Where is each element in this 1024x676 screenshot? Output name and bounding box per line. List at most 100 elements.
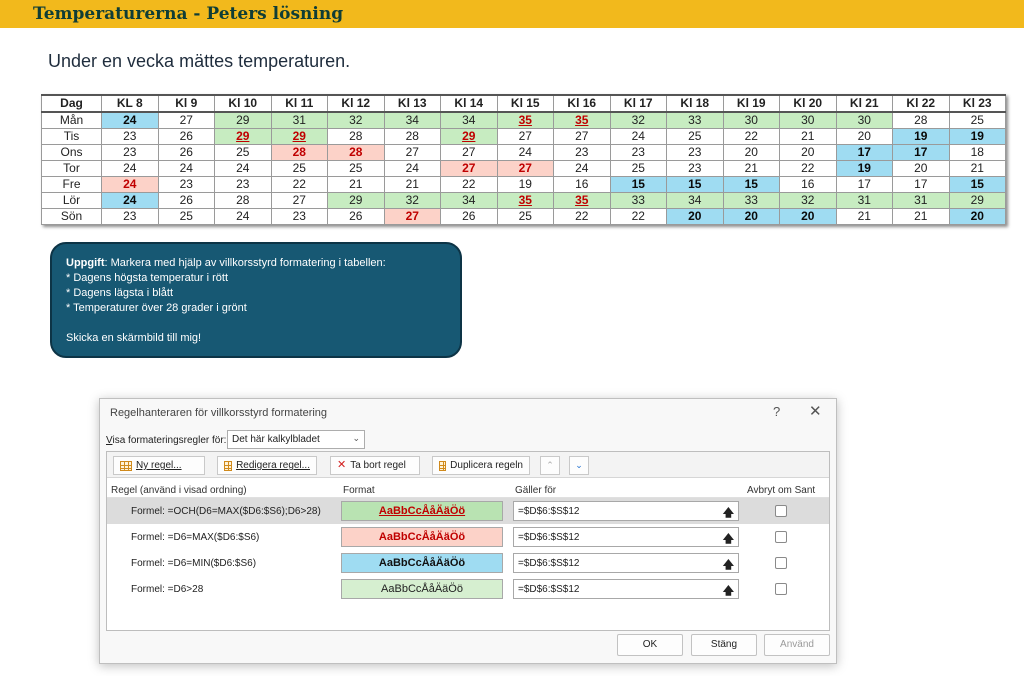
temperature-cell: 25 bbox=[948, 111, 1006, 129]
temperature-cell: 28 bbox=[327, 128, 385, 145]
temperature-cell: 21 bbox=[383, 176, 441, 193]
chevron-down-icon: ⌄ bbox=[352, 433, 360, 443]
temperature-cell: 17 bbox=[835, 144, 893, 161]
temperature-cell: 22 bbox=[722, 128, 780, 145]
temperature-cell: 23 bbox=[214, 176, 272, 193]
page-subtitle: Under en vecka mättes temperaturen. bbox=[48, 51, 351, 71]
temperature-cell: 28 bbox=[270, 144, 328, 161]
column-header-hour: Kl 11 bbox=[270, 94, 328, 113]
column-header-hour: Kl 10 bbox=[214, 94, 272, 113]
temperature-cell: 21 bbox=[779, 128, 837, 145]
temperature-cell: 26 bbox=[157, 144, 215, 161]
move-up-button[interactable]: ⌃ bbox=[540, 456, 560, 475]
temperature-cell: 25 bbox=[157, 208, 215, 225]
temperature-cell: 17 bbox=[892, 144, 950, 161]
temperature-cell: 34 bbox=[440, 111, 498, 129]
temperature-cell: 16 bbox=[779, 176, 837, 193]
column-header-hour: Kl 22 bbox=[892, 94, 950, 113]
temperature-cell: 27 bbox=[496, 160, 554, 177]
delete-x-icon: ✕ bbox=[337, 459, 347, 471]
day-cell: Sön bbox=[41, 208, 102, 225]
applies-to-field[interactable]: =$D$6:$S$12 🡅 bbox=[513, 579, 739, 599]
new-rule-button[interactable]: Ny regel... bbox=[113, 456, 205, 475]
temperature-cell: 29 bbox=[214, 111, 272, 129]
table-row: Fre 24 23 23 22 21 21 22 19 16 15 15 15 16 17 17 15 bbox=[41, 176, 1006, 193]
applies-to-field[interactable]: =$D$6:$S$12 🡅 bbox=[513, 553, 739, 573]
edit-rule-label: Redigera regel... bbox=[236, 460, 310, 471]
stop-if-true-checkbox[interactable] bbox=[775, 505, 787, 517]
column-stop-if-true: Avbryt om Sant bbox=[747, 485, 816, 496]
temperature-cell: 24 bbox=[101, 192, 159, 209]
collapse-range-icon[interactable]: 🡅 bbox=[722, 533, 734, 545]
delete-rule-button[interactable]: ✕ Ta bort regel bbox=[330, 456, 420, 475]
temperature-cell: 35 bbox=[553, 192, 611, 209]
temperature-cell: 15 bbox=[722, 176, 780, 193]
applies-to-field[interactable]: =$D$6:$S$12 🡅 bbox=[513, 501, 739, 521]
temperature-cell: 23 bbox=[666, 144, 724, 161]
day-cell: Tis bbox=[41, 128, 102, 145]
temperature-cell: 27 bbox=[440, 160, 498, 177]
collapse-range-icon[interactable]: 🡅 bbox=[722, 559, 734, 571]
temperature-cell: 20 bbox=[835, 128, 893, 145]
task-line: * Temperaturer över 28 grader i grönt bbox=[66, 302, 247, 314]
rule-name: Formel: =OCH(D6=MAX($D6:$S6);D6>28) bbox=[131, 506, 321, 517]
temperature-cell: 19 bbox=[892, 128, 950, 145]
rule-row[interactable]: Formel: =D6=MAX($D6:$S6) AaBbCcÅåÄäÖö =$… bbox=[107, 524, 829, 550]
stop-if-true-checkbox[interactable] bbox=[775, 557, 787, 569]
column-header-hour: Kl 23 bbox=[948, 94, 1006, 113]
scope-dropdown[interactable]: Det här kalkylbladet ⌄ bbox=[227, 430, 365, 449]
stop-if-true-checkbox[interactable] bbox=[775, 583, 787, 595]
format-preview: AaBbCcÅåÄäÖö bbox=[341, 553, 503, 573]
temperature-cell: 29 bbox=[327, 192, 385, 209]
day-cell: Ons bbox=[41, 144, 102, 161]
temperature-cell: 20 bbox=[892, 160, 950, 177]
temperature-table: Dag KL 8 Kl 9 Kl 10 Kl 11 Kl 12 Kl 13 Kl 14 Kl 1… bbox=[41, 94, 1006, 225]
temperature-cell: 19 bbox=[835, 160, 893, 177]
temperature-cell: 20 bbox=[779, 208, 837, 225]
ok-button[interactable]: OK bbox=[617, 634, 683, 656]
apply-button[interactable]: Använd bbox=[764, 634, 830, 656]
temperature-cell: 22 bbox=[553, 208, 611, 225]
close-button[interactable]: Stäng bbox=[691, 634, 757, 656]
temperature-cell: 22 bbox=[440, 176, 498, 193]
day-cell: Mån bbox=[41, 111, 102, 129]
temperature-cell: 21 bbox=[948, 160, 1006, 177]
temperature-cell: 31 bbox=[270, 111, 328, 129]
temperature-cell: 29 bbox=[440, 128, 498, 145]
task-line: * Dagens högsta temperatur i rött bbox=[66, 272, 229, 284]
applies-to-value: =$D$6:$S$12 bbox=[518, 532, 580, 543]
rule-row[interactable]: Formel: =OCH(D6=MAX($D6:$S6);D6>28) AaBb… bbox=[107, 498, 829, 524]
temperature-cell: 15 bbox=[609, 176, 667, 193]
stop-if-true-checkbox[interactable] bbox=[775, 531, 787, 543]
temperature-cell: 24 bbox=[101, 160, 159, 177]
temperature-cell: 31 bbox=[835, 192, 893, 209]
temperature-cell: 20 bbox=[722, 144, 780, 161]
column-header-hour: Kl 17 bbox=[609, 94, 667, 113]
temperature-cell: 25 bbox=[666, 128, 724, 145]
rule-row[interactable]: Formel: =D6>28 AaBbCcÅåÄäÖö =$D$6:$S$12 🡅 bbox=[107, 576, 829, 602]
temperature-cell: 28 bbox=[892, 111, 950, 129]
applies-to-value: =$D$6:$S$12 bbox=[518, 584, 580, 595]
temperature-cell: 26 bbox=[157, 192, 215, 209]
column-header-hour: Kl 15 bbox=[496, 94, 554, 113]
collapse-range-icon[interactable]: 🡅 bbox=[722, 507, 734, 519]
temperature-cell: 18 bbox=[948, 144, 1006, 161]
rule-row[interactable]: Formel: =D6=MIN($D6:$S6) AaBbCcÅåÄäÖö =$… bbox=[107, 550, 829, 576]
temperature-cell: 27 bbox=[553, 128, 611, 145]
applies-to-field[interactable]: =$D$6:$S$12 🡅 bbox=[513, 527, 739, 547]
temperature-cell: 23 bbox=[270, 208, 328, 225]
edit-rule-button[interactable]: Redigera regel... bbox=[217, 456, 317, 475]
temperature-cell: 23 bbox=[101, 128, 159, 145]
temperature-cell: 29 bbox=[214, 128, 272, 145]
collapse-range-icon[interactable]: 🡅 bbox=[722, 585, 734, 597]
duplicate-rule-button[interactable]: Duplicera regeln bbox=[432, 456, 530, 475]
temperature-cell: 21 bbox=[327, 176, 385, 193]
close-icon[interactable]: ✕ bbox=[809, 403, 822, 420]
day-cell: Fre bbox=[41, 176, 102, 193]
move-down-button[interactable]: ⌄ bbox=[569, 456, 589, 475]
column-header-day: Dag bbox=[41, 94, 102, 113]
task-spacer bbox=[66, 316, 446, 331]
table-row: Mån 24 27 29 31 32 34 34 35 35 32 33 30 30 30 28 25 bbox=[41, 111, 1006, 129]
help-button[interactable]: ? bbox=[773, 404, 781, 419]
temperature-cell: 28 bbox=[383, 128, 441, 145]
